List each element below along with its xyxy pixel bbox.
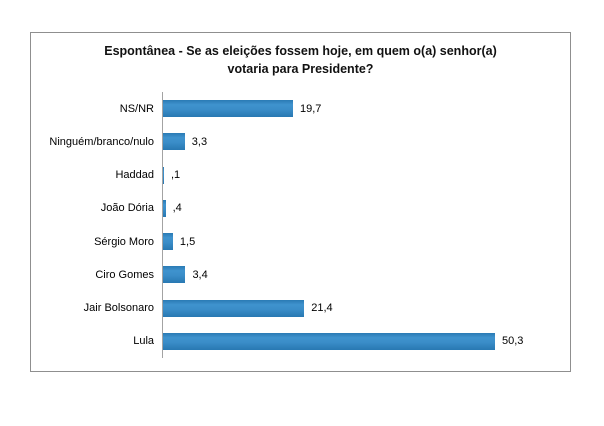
axis-band: 3,3	[162, 125, 570, 159]
axis-band: 21,4	[162, 291, 570, 325]
axis-band: 3,4	[162, 258, 570, 292]
category-label: Jair Bolsonaro	[83, 302, 154, 315]
bar	[163, 133, 185, 151]
value-label: 1,5	[179, 235, 196, 248]
category-label: Haddad	[115, 169, 154, 182]
bar-row: Sérgio Moro 1,5	[31, 225, 570, 259]
bar	[163, 100, 294, 118]
value-label: 3,3	[191, 135, 208, 148]
value-label: 21,4	[311, 302, 333, 315]
category-label: Ciro Gomes	[95, 268, 154, 281]
bar-row: Jair Bolsonaro 21,4	[31, 291, 570, 325]
bar-row: Ciro Gomes 3,4	[31, 258, 570, 292]
axis-band: ,1	[162, 158, 570, 192]
category-label: João Dória	[100, 202, 154, 215]
axis-band: ,4	[162, 191, 570, 225]
bar-row: Haddad ,1	[31, 158, 570, 192]
chart-title: Espontânea - Se as eleições fossem hoje,…	[31, 42, 570, 78]
chart-title-line1: Espontânea - Se as eleições fossem hoje,…	[104, 44, 497, 58]
bar-row: Ninguém/branco/nulo 3,3	[31, 125, 570, 159]
axis-band: 50,3	[162, 324, 570, 358]
bar	[163, 199, 166, 217]
value-label: ,1	[171, 169, 181, 182]
axis-band: 1,5	[162, 225, 570, 259]
category-label: NS/NR	[119, 102, 154, 115]
bar-row: João Dória ,4	[31, 191, 570, 225]
category-label: Sérgio Moro	[94, 235, 154, 248]
bar	[163, 332, 495, 350]
value-label: 19,7	[300, 102, 322, 115]
value-label: ,4	[172, 202, 182, 215]
bar	[163, 266, 186, 284]
value-label: 50,3	[501, 335, 524, 348]
bar	[163, 166, 164, 184]
bar	[163, 233, 173, 251]
bar-row: NS/NR 19,7	[31, 92, 570, 126]
chart-title-line2: votaria para Presidente?	[227, 62, 374, 76]
value-label: 3,4	[192, 268, 208, 281]
bar-row: Lula 50,3	[31, 324, 570, 358]
bar	[163, 299, 305, 317]
chart-frame: Espontânea - Se as eleições fossem hoje,…	[30, 32, 571, 372]
axis-band: 19,7	[162, 92, 570, 126]
plot-area: NS/NR 19,7 Ninguém/branco/nulo 3,3 Hadda…	[31, 92, 570, 358]
category-label: Ninguém/branco/nulo	[49, 135, 154, 148]
category-label: Lula	[133, 335, 154, 348]
